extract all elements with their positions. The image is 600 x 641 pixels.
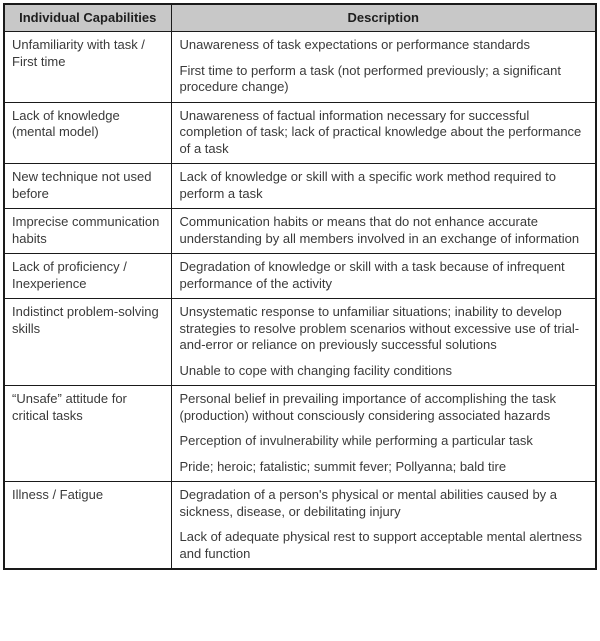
description-cell: Unawareness of task expectations or perf…	[170, 31, 597, 103]
description-paragraph: Lack of adequate physical rest to suppor…	[179, 529, 583, 561]
description-paragraph: Unsystematic response to unfamiliar situ…	[179, 304, 580, 352]
description-cell: Unsystematic response to unfamiliar situ…	[170, 298, 597, 386]
capability-cell: Illness / Fatigue	[3, 481, 172, 570]
table-row: Lack of knowledge (mental model) Unawaren…	[3, 101, 597, 164]
table-body: Unfamiliarity with task / First time Unaw…	[3, 31, 597, 570]
table-row: “Unsafe” attitude for critical tasks Pers…	[3, 385, 597, 482]
description-paragraph: Unable to cope with changing facility co…	[179, 362, 452, 378]
description-cell: Personal belief in prevailing importance…	[170, 385, 597, 482]
table-row: Illness / Fatigue Degradation of a person…	[3, 481, 597, 570]
header-row: Individual Capabilities Description	[3, 3, 597, 32]
description-paragraph: Unawareness of factual information neces…	[179, 107, 582, 156]
description-paragraph: Pride; heroic; fatalistic; summit fever;…	[179, 458, 507, 474]
description-paragraph: First time to perform a task (not perfor…	[179, 62, 561, 95]
description-cell: Degradation of knowledge or skill with a…	[170, 253, 597, 299]
capability-cell: Indistinct problem-solving skills	[3, 298, 172, 386]
description-cell: Degradation of a person's physical or me…	[170, 481, 597, 570]
individual-capabilities-table: Individual Capabilities Description Unfa…	[3, 3, 597, 570]
description-paragraph: Personal belief in prevailing importance…	[179, 391, 556, 423]
description-paragraph: Communication habits or means that do no…	[179, 214, 580, 246]
table-row: New technique not used before Lack of kno…	[3, 163, 597, 209]
capability-cell: “Unsafe” attitude for critical tasks	[3, 385, 172, 482]
description-paragraph: Unawareness of task expectations or perf…	[179, 37, 530, 52]
capability-cell: Unfamiliarity with task / First time	[3, 31, 172, 103]
description-paragraph: Lack of knowledge or skill with a specif…	[179, 169, 556, 201]
capability-cell: Lack of proficiency / Inexperience	[3, 253, 172, 299]
capability-cell: Imprecise communication habits	[3, 208, 172, 254]
header-description: Description	[170, 3, 597, 32]
description-cell: Unawareness of factual information neces…	[170, 101, 597, 164]
description-paragraph: Degradation of knowledge or skill with a…	[179, 259, 565, 291]
description-cell: Lack of knowledge or skill with a specif…	[170, 163, 597, 209]
table-header: Individual Capabilities Description	[3, 3, 597, 32]
capability-cell: Lack of knowledge (mental model)	[3, 101, 172, 164]
capability-cell: New technique not used before	[3, 163, 172, 209]
table-row: Unfamiliarity with task / First time Unaw…	[3, 31, 597, 103]
description-cell: Communication habits or means that do no…	[170, 208, 597, 254]
description-paragraph: Perception of invulnerability while perf…	[179, 433, 533, 448]
table-row: Lack of proficiency / Inexperience Degrad…	[3, 253, 597, 299]
table-row: Indistinct problem-solving skills Unsyste…	[3, 298, 597, 386]
table-row: Imprecise communication habits Communicat…	[3, 208, 597, 254]
description-paragraph: Degradation of a person's physical or me…	[179, 487, 558, 519]
header-individual-capabilities: Individual Capabilities	[3, 3, 172, 32]
